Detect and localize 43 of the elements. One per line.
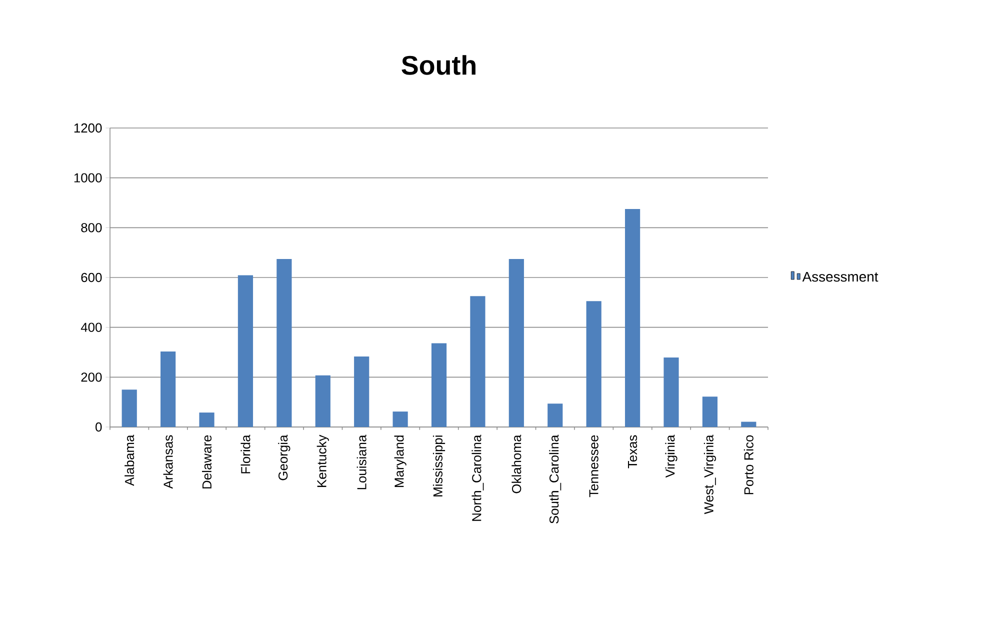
bar [276, 259, 292, 427]
bar [586, 301, 602, 427]
bar [199, 412, 214, 427]
bar [548, 404, 563, 427]
x-tick-label: Arkansas [163, 435, 173, 489]
y-tick-label: 600 [81, 272, 102, 282]
x-tick-label: North_Carolina [472, 434, 484, 521]
bar [160, 352, 176, 427]
bar [392, 412, 408, 427]
x-tick-label: Mississippi [432, 436, 446, 496]
x-tick-label: Oklahoma [512, 434, 522, 494]
bar [624, 208, 640, 427]
bar [508, 259, 524, 427]
y-tick-label: 800 [81, 223, 102, 232]
y-tick-label: 200 [81, 372, 102, 382]
chart-title: South [402, 55, 476, 75]
x-tick-label: Georgia [278, 434, 290, 480]
y-tick-label: 1000 [74, 173, 102, 182]
x-tick-label: South_Carolina [549, 434, 562, 524]
bar [470, 296, 486, 427]
bar [122, 390, 137, 427]
bar [238, 275, 254, 427]
x-tick-label: Florida [240, 434, 250, 474]
x-tick-label: Porto Rico [744, 435, 754, 494]
bar [741, 422, 756, 427]
x-tick-label: Texas [628, 435, 638, 468]
y-tick-label: 0 [96, 422, 102, 432]
bar [664, 357, 679, 427]
legend-label: Assessment [802, 272, 878, 282]
x-tick-label: Delaware [202, 435, 212, 488]
x-tick-label: Tennessee [589, 435, 598, 498]
bar [315, 375, 330, 427]
x-tick-label: Kentucky [316, 434, 329, 487]
x-tick-label: Louisiana [356, 434, 366, 490]
bar [702, 396, 718, 427]
bar [431, 343, 447, 427]
y-tick-label: 400 [80, 322, 102, 332]
bar [354, 356, 370, 427]
x-tick-label: Maryland [394, 436, 406, 487]
x-tick-label: Virginia [665, 434, 678, 478]
x-tick-label: Alabama [124, 434, 134, 486]
y-tick-label: 1200 [74, 123, 102, 133]
x-tick-label: West_Virginia [704, 434, 716, 514]
